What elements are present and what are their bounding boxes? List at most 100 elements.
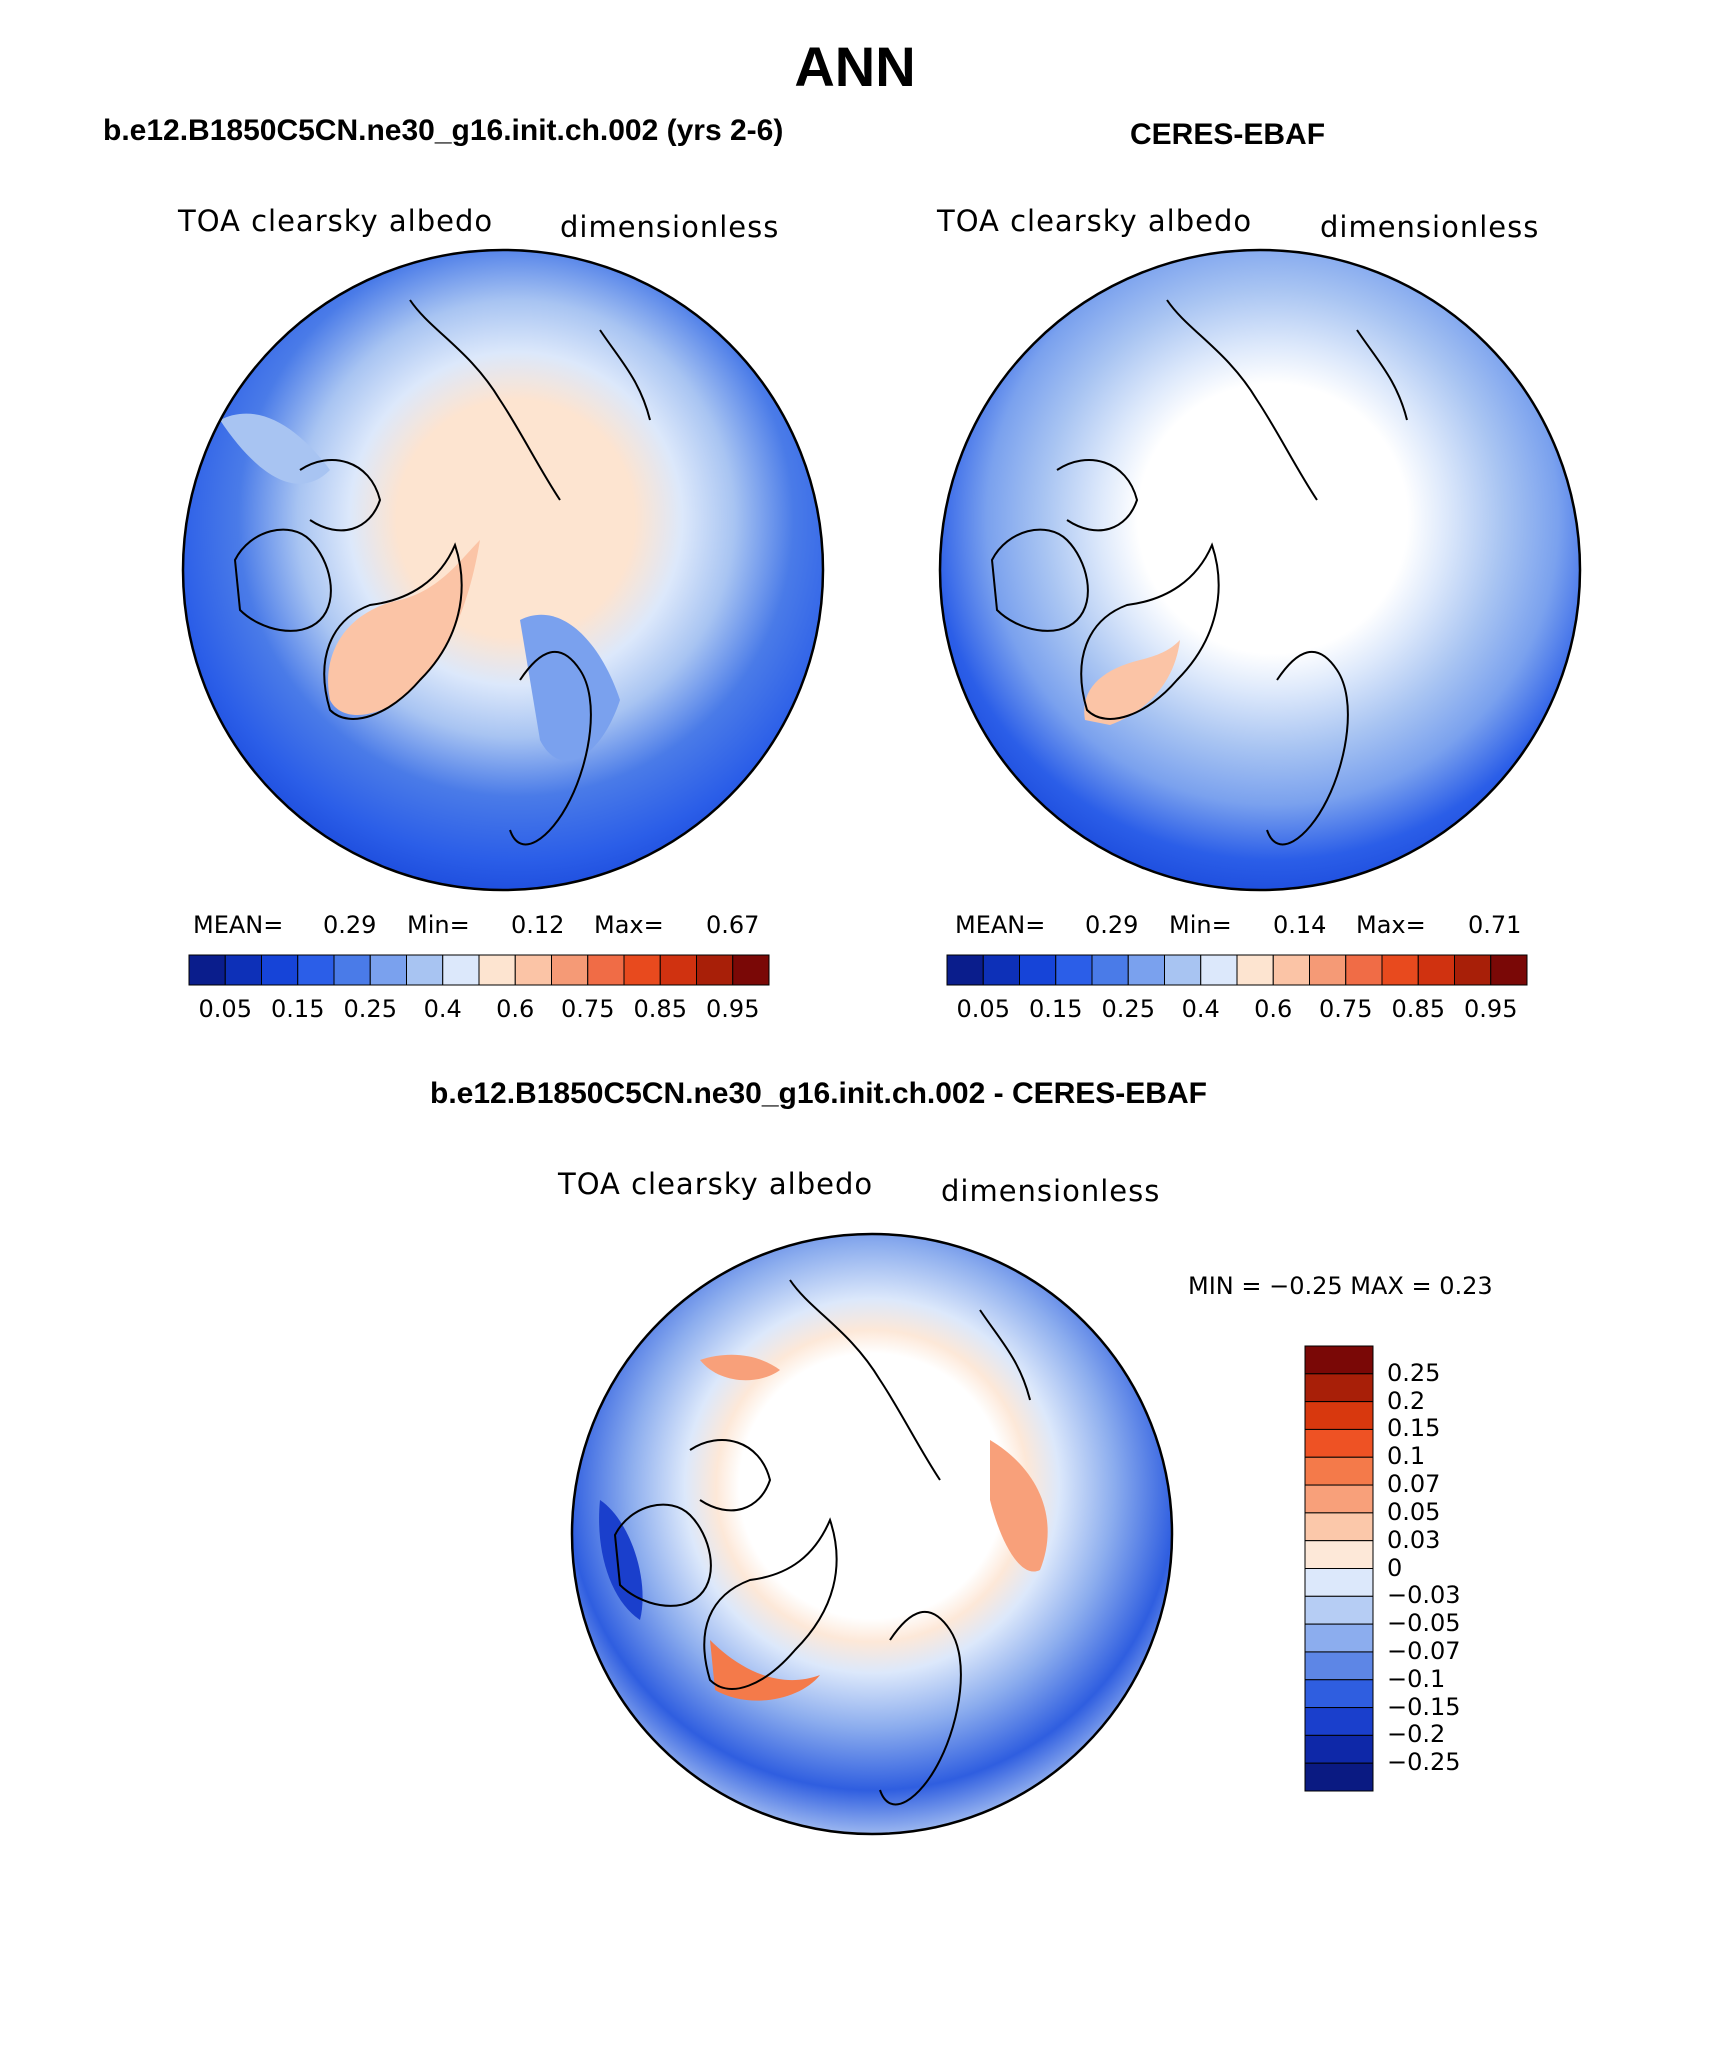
obs-colorbar-box [1417,954,1455,986]
model-colorbar-box [369,954,407,986]
model-colorbar-box [406,954,444,986]
obs-units-label: dimensionless [1320,210,1540,244]
diff-colorbar-box [1304,1456,1374,1486]
diff-colorbar-tick-label: −0.07 [1387,1636,1461,1665]
model-colorbar-tick-label: 0.4 [423,995,462,1023]
obs-colorbar-tick-label: 0.75 [1319,995,1373,1023]
model-min-value: 0.12 [511,911,565,939]
model-colorbar-box [623,954,661,986]
diff-colorbar-tick-label: −0.15 [1387,1692,1461,1721]
diff-colorbar-tick-label: −0.05 [1387,1609,1461,1638]
obs-colorbar-box [1454,954,1492,986]
obs-max-label: Max= [1356,911,1426,939]
model-colorbar-box [478,954,516,986]
diff-units-label: dimensionless [941,1174,1161,1208]
obs-colorbar-box [982,954,1020,986]
model-colorbar-tick-label: 0.75 [561,995,615,1023]
obs-colorbar-box [1381,954,1419,986]
model-units-label: dimensionless [560,210,780,244]
obs-mean-label: MEAN= [955,911,1046,939]
obs-max-value: 0.71 [1468,911,1522,939]
obs-colorbar-box [1345,954,1383,986]
diff-colorbar-box [1304,1679,1374,1709]
obs-colorbar [946,954,1528,986]
diff-colorbar-box [1304,1762,1374,1792]
model-colorbar-box [696,954,734,986]
model-colorbar-tick-label: 0.95 [706,995,760,1023]
obs-colorbar-tick-label: 0.6 [1254,995,1293,1023]
obs-panel-title: CERES-EBAF [1130,118,1326,151]
model-colorbar-box [514,954,552,986]
diff-colorbar-box [1304,1428,1374,1458]
diff-colorbar-box [1304,1734,1374,1764]
page-title: ANN [794,35,916,98]
obs-colorbar-tick-label: 0.4 [1181,995,1220,1023]
model-max-label: Max= [594,911,664,939]
obs-colorbar-box [1272,954,1310,986]
diff-colorbar-box [1304,1484,1374,1514]
diff-colorbar-tick-label: −0.25 [1387,1748,1461,1777]
obs-colorbar-box [1490,954,1528,986]
model-colorbar [188,954,770,986]
diff-colorbar-tick-label: −0.2 [1387,1720,1446,1749]
obs-colorbar-box [1127,954,1165,986]
model-colorbar-box [297,954,335,986]
obs-colorbar-box [1236,954,1274,986]
obs-colorbar-box [1019,954,1057,986]
obs-colorbar-tick-label: 0.05 [956,995,1010,1023]
obs-colorbar-box [1055,954,1093,986]
obs-colorbar-box [1200,954,1238,986]
model-panel-title: b.e12.B1850C5CN.ne30_g16.init.ch.002 (yr… [103,114,784,147]
model-min-label: Min= [407,911,470,939]
model-mean-label: MEAN= [193,911,284,939]
diff-minmax: MIN = −0.25 MAX = 0.23 [1188,1272,1493,1300]
obs-variable-label: TOA clearsky albedo [937,204,1253,238]
diff-colorbar-box [1304,1568,1374,1597]
diff-colorbar-box [1304,1595,1374,1625]
diff-colorbar-tick-label: 0.1 [1387,1442,1426,1471]
diff-colorbar-tick-label: 0 [1387,1553,1403,1582]
model-colorbar-box [224,954,262,986]
model-variable-label: TOA clearsky albedo [178,204,494,238]
diff-colorbar-tick-label: 0.05 [1387,1497,1441,1526]
diff-colorbar-box [1304,1401,1374,1430]
diff-colorbar-box [1304,1651,1374,1681]
diff-colorbar-tick-label: −0.03 [1387,1581,1461,1610]
diff-colorbar-box [1304,1373,1374,1403]
diff-colorbar [1304,1345,1374,1792]
obs-colorbar-tick-label: 0.25 [1101,995,1155,1023]
model-colorbar-box [659,954,697,986]
obs-colorbar-tick-label: 0.85 [1391,995,1445,1023]
diff-panel-title: b.e12.B1850C5CN.ne30_g16.init.ch.002 - C… [430,1077,1207,1110]
model-colorbar-tick-label: 0.15 [271,995,325,1023]
model-colorbar-box [551,954,589,986]
diff-colorbar-tick-label: 0.2 [1387,1386,1426,1415]
obs-min-label: Min= [1169,911,1232,939]
diff-colorbar-tick-label: −0.1 [1387,1664,1446,1693]
obs-colorbar-box [1309,954,1347,986]
diff-colorbar-box [1304,1623,1374,1653]
diff-colorbar-box [1304,1540,1374,1569]
model-colorbar-tick-label: 0.6 [496,995,535,1023]
diff-colorbar-box [1304,1345,1374,1375]
model-colorbar-box [587,954,625,986]
obs-colorbar-box [1091,954,1129,986]
diff-variable-label: TOA clearsky albedo [558,1167,874,1201]
model-colorbar-tick-label: 0.85 [633,995,687,1023]
diff-colorbar-tick-label: 0.03 [1387,1525,1441,1554]
obs-colorbar-box [946,954,984,986]
model-colorbar-box [732,954,770,986]
model-colorbar-tick-label: 0.25 [343,995,397,1023]
diff-colorbar-tick-label: 0.25 [1387,1358,1441,1387]
diff-colorbar-tick-label: 0.07 [1387,1470,1441,1499]
diff-colorbar-box [1304,1707,1374,1736]
model-max-value: 0.67 [706,911,760,939]
obs-colorbar-tick-label: 0.95 [1464,995,1518,1023]
model-mean-value: 0.29 [323,911,377,939]
diff-colorbar-box [1304,1512,1374,1542]
model-colorbar-tick-label: 0.05 [198,995,252,1023]
diff-colorbar-tick-label: 0.15 [1387,1414,1441,1443]
